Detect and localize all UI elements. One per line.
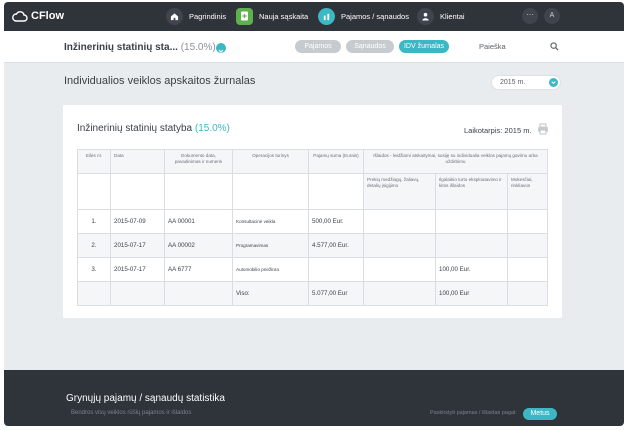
row-operation: Automobilio priežiūra bbox=[232, 257, 309, 282]
table-row[interactable]: 3. 2015-07-17 AA 6777 Automobilio prieži… bbox=[77, 257, 549, 282]
table-subheader-row: Prekių medžiagų, žaliavų, detalių įsigij… bbox=[77, 173, 549, 210]
row-document: AA 00002 bbox=[164, 233, 233, 258]
logo-text: CFlow bbox=[31, 10, 64, 22]
col-income-header: Pajamų suma (Eurais) bbox=[308, 149, 364, 174]
table-header-row: Eilės nr. Data Dokumento data, pavadinim… bbox=[77, 149, 549, 174]
journal-table: Eilės nr. Data Dokumento data, pavadinim… bbox=[77, 149, 549, 306]
company-name: Inžinerinių statinių sta... bbox=[64, 42, 178, 53]
total-label: Viso: bbox=[232, 281, 309, 306]
col-date-header: Data bbox=[110, 149, 165, 174]
row-fixed-assets bbox=[435, 209, 508, 234]
row-materials bbox=[363, 233, 436, 258]
empty-cell bbox=[164, 281, 233, 306]
row-number: 3. bbox=[77, 257, 111, 282]
nav-home-label: Pagrindinis bbox=[189, 11, 227, 21]
footer-hint: Paskirstyti pajamas / išlaidas pagal: bbox=[430, 410, 517, 416]
activity-name: Inžinerinių statinių statyba bbox=[77, 123, 193, 134]
app-window: CFlow Pagrindinis Nauja sąskaita Pajamos… bbox=[4, 2, 624, 426]
tab-idv-journal[interactable]: IDV žurnalas bbox=[399, 40, 449, 53]
avatar[interactable]: A bbox=[544, 8, 560, 24]
print-icon[interactable] bbox=[537, 123, 549, 135]
row-operation: Programavimas bbox=[232, 233, 309, 258]
total-taxes bbox=[506, 281, 549, 306]
row-date: 2015-07-09 bbox=[110, 209, 165, 234]
year-select[interactable]: 2015 m. bbox=[491, 75, 561, 90]
activity-percentage: (15.0%) bbox=[194, 123, 230, 134]
row-document: AA 00001 bbox=[164, 209, 233, 234]
col-document-header: Dokumento data, pavadinimas ir numeris bbox=[164, 149, 233, 174]
empty-cell bbox=[110, 173, 165, 210]
search-icon[interactable] bbox=[550, 42, 559, 51]
footer-title: Grynųjų pajamų / sąnaudų statistika bbox=[66, 393, 225, 404]
period-label: Laikotarpis: 2015 m. bbox=[464, 126, 532, 135]
col-taxes-header: Mokesčiai, rinkliavos bbox=[506, 173, 549, 210]
col-fixed-assets-header: Ilgalaikio turto eksploatavimo ir kitos … bbox=[435, 173, 508, 210]
row-number: 1. bbox=[77, 209, 111, 234]
home-icon bbox=[166, 7, 183, 25]
row-materials bbox=[363, 257, 436, 282]
row-fixed-assets: 100,00 Eur. bbox=[435, 257, 508, 282]
row-taxes bbox=[506, 209, 549, 234]
more-menu-icon[interactable]: ··· bbox=[522, 8, 538, 24]
row-number: 2. bbox=[77, 233, 111, 258]
row-fixed-assets bbox=[435, 233, 508, 258]
table-row[interactable]: 1. 2015-07-09 AA 00001 Konsultacinė veik… bbox=[77, 209, 549, 234]
year-select-value: 2015 m. bbox=[500, 79, 526, 86]
row-materials bbox=[363, 209, 436, 234]
chevron-down-icon[interactable] bbox=[216, 43, 226, 53]
table-total-row: Viso: 5.077,00 Eur 100,00 Eur bbox=[77, 281, 549, 306]
row-date: 2015-07-17 bbox=[110, 257, 165, 282]
nav-income-expenses-label: Pajamos / sąnaudos bbox=[341, 11, 409, 21]
row-income: 500,00 Eur. bbox=[308, 209, 364, 234]
empty-cell bbox=[110, 281, 165, 306]
nav-clients[interactable]: Klientai bbox=[417, 7, 465, 25]
nav-income-expenses[interactable]: Pajamos / sąnaudos bbox=[318, 7, 409, 25]
col-operation-header: Operacijos turinys bbox=[232, 149, 309, 174]
nav-home[interactable]: Pagrindinis bbox=[166, 7, 226, 25]
page-title: Individualios veiklos apskaitos žurnalas bbox=[64, 75, 256, 87]
years-button[interactable]: Metus bbox=[523, 408, 557, 420]
company-percentage: (15.0%) bbox=[180, 42, 216, 53]
total-income: 5.077,00 Eur bbox=[308, 281, 364, 306]
nav-new-invoice-label: Nauja sąskaita bbox=[259, 11, 309, 21]
chevron-down-icon bbox=[549, 78, 558, 87]
row-income bbox=[308, 257, 364, 282]
row-operation: Konsultacinė veikla bbox=[232, 209, 309, 234]
card-title: Inžinerinių statinių statyba (15.0%) bbox=[77, 123, 230, 134]
empty-cell bbox=[77, 173, 111, 210]
nav-clients-label: Klientai bbox=[440, 11, 465, 21]
total-materials bbox=[363, 281, 436, 306]
search-input[interactable]: Paieška bbox=[479, 42, 506, 51]
empty-cell bbox=[164, 173, 233, 210]
col-number-header: Eilės nr. bbox=[77, 149, 111, 174]
cloud-icon bbox=[12, 11, 28, 22]
table-row[interactable]: 2. 2015-07-17 AA 00002 Programavimas 4.5… bbox=[77, 233, 549, 258]
empty-cell bbox=[232, 173, 309, 210]
row-document: AA 6777 bbox=[164, 257, 233, 282]
footer-subtitle: Bendros visų veiklos rūšių pajamos ir iš… bbox=[71, 410, 192, 416]
row-date: 2015-07-17 bbox=[110, 233, 165, 258]
tab-income[interactable]: Pajamos bbox=[295, 40, 341, 53]
logo[interactable]: CFlow bbox=[12, 8, 64, 24]
empty-cell bbox=[77, 281, 111, 306]
col-materials-header: Prekių medžiagų, žaliavų, detalių įsigij… bbox=[363, 173, 436, 210]
row-income: 4.577,00 Eur. bbox=[308, 233, 364, 258]
empty-cell bbox=[308, 173, 364, 210]
tab-expenses[interactable]: Sąnaudos bbox=[346, 40, 394, 53]
add-document-icon bbox=[236, 7, 253, 25]
col-expenses-header: Išlaidos - leidžiami atskaitymai, susiję… bbox=[362, 149, 549, 174]
bar-chart-icon bbox=[318, 7, 335, 25]
sub-header: Inžinerinių statinių sta... (15.0%) Paja… bbox=[4, 31, 624, 63]
user-icon bbox=[417, 7, 434, 25]
total-fixed-assets: 100,00 Eur bbox=[435, 281, 508, 306]
statistics-footer: Grynųjų pajamų / sąnaudų statistika Bend… bbox=[4, 370, 624, 426]
row-taxes bbox=[506, 233, 549, 258]
company-selector[interactable]: Inžinerinių statinių sta... (15.0%) bbox=[64, 42, 216, 53]
journal-card: Inžinerinių statinių statyba (15.0%) Lai… bbox=[63, 105, 562, 318]
nav-new-invoice[interactable]: Nauja sąskaita bbox=[236, 7, 308, 25]
row-taxes bbox=[506, 257, 549, 282]
top-navigation: CFlow Pagrindinis Nauja sąskaita Pajamos… bbox=[4, 2, 624, 31]
